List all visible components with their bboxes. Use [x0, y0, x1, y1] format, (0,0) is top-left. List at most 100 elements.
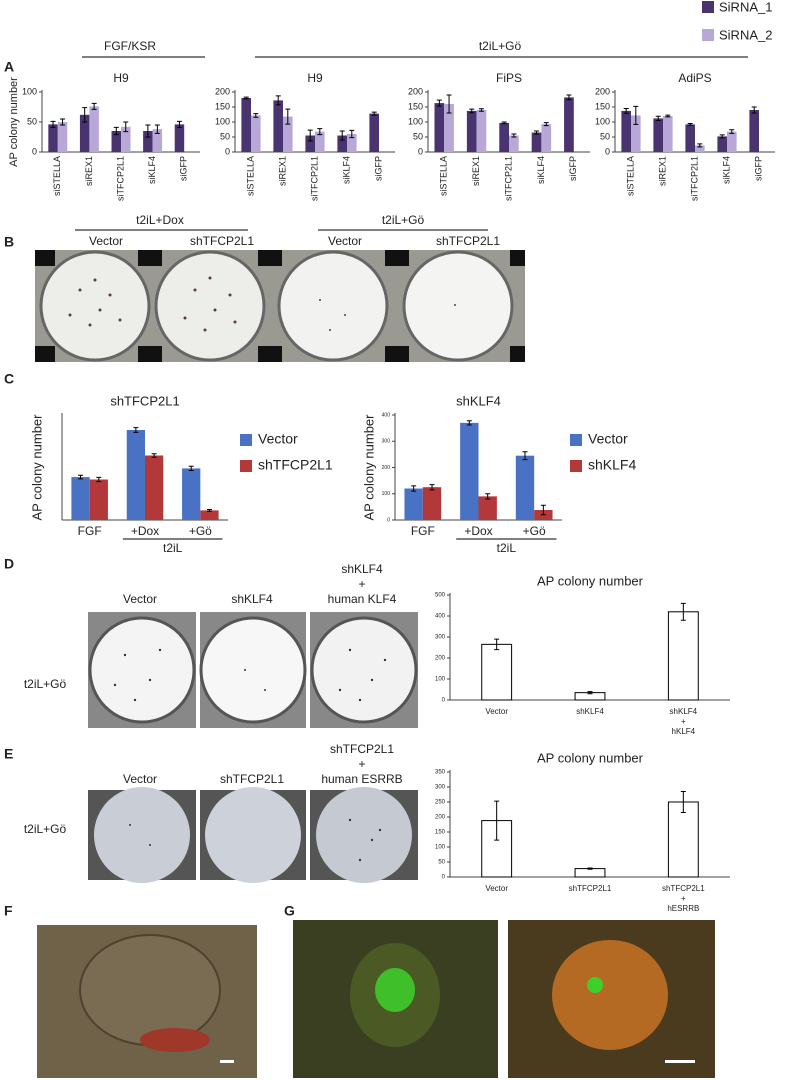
error-bar — [154, 124, 160, 134]
error-bar — [522, 451, 528, 461]
bar — [499, 122, 509, 152]
x-tick-label: +Dox — [464, 524, 492, 538]
bar — [174, 124, 185, 152]
panel-label: F — [4, 903, 13, 919]
legend-label: shTFCP2L1 — [258, 457, 333, 473]
error-bar — [349, 129, 355, 139]
x-tick-label: siREX1 — [84, 156, 94, 186]
x-tick-label: +Dox — [131, 524, 159, 538]
bar — [515, 455, 535, 520]
bar — [631, 115, 641, 152]
error-bar — [680, 791, 686, 813]
error-bar — [446, 94, 452, 114]
bar — [143, 131, 153, 152]
error-bar — [494, 638, 500, 651]
y-tick-label: 100 — [435, 677, 446, 683]
x-tick-label: siSTELLA — [625, 156, 635, 196]
bar — [663, 116, 673, 152]
y-tick-label: 0 — [605, 146, 610, 156]
x-tick-label: siKLF4 — [536, 156, 546, 184]
y-axis-label: AP colony number — [29, 414, 44, 521]
bar — [422, 487, 442, 520]
error-bar — [50, 120, 56, 128]
y-tick-label: 150 — [408, 101, 423, 111]
bar — [667, 801, 699, 878]
bar — [444, 104, 454, 152]
y-tick-label: 150 — [595, 101, 610, 111]
column-label: Vector — [123, 592, 157, 606]
x-tick-label: siGFP — [179, 156, 189, 181]
y-axis-label: AP colony number — [8, 77, 20, 167]
legend-swatch — [240, 434, 252, 446]
bar — [685, 124, 695, 152]
column-label: Vector — [123, 772, 157, 786]
y-tick-label: 200 — [595, 86, 610, 96]
condition-label: t2iL+Dox — [136, 213, 184, 227]
error-bar — [275, 95, 281, 106]
condition-label: FGF/KSR — [104, 39, 156, 53]
condition-label: t2iL+Gö — [479, 39, 522, 53]
error-bar — [466, 420, 472, 426]
group-label: t2iL — [497, 541, 517, 555]
bar — [727, 131, 737, 152]
bar — [466, 110, 477, 152]
error-bar — [176, 120, 182, 128]
column-label: shKLF4 — [231, 592, 273, 606]
bar — [315, 131, 325, 152]
error-bar — [511, 133, 517, 138]
error-bar — [534, 130, 540, 135]
error-bar — [371, 111, 377, 116]
y-tick-label: 50 — [600, 131, 610, 141]
legend-swatch — [702, 1, 714, 13]
x-tick-label: siREX1 — [277, 156, 287, 186]
x-tick-label: FGF — [78, 524, 102, 538]
error-bar — [566, 94, 572, 101]
bar — [305, 135, 315, 152]
error-bar — [339, 130, 345, 141]
y-tick-label: 200 — [382, 465, 391, 471]
error-bar — [151, 453, 157, 458]
error-bar — [243, 96, 249, 100]
error-bar — [469, 108, 475, 114]
error-bar — [687, 123, 693, 126]
error-bar — [113, 126, 119, 136]
chart-title: shTFCP2L1 — [110, 393, 179, 408]
x-tick-label: siSTELLA — [52, 156, 62, 196]
error-bar — [307, 129, 313, 142]
y-tick-label: 500 — [435, 593, 446, 599]
error-bar — [82, 107, 88, 123]
x-tick-label: +Gö — [523, 524, 546, 538]
bar — [121, 126, 131, 152]
x-tick-label: siTFCP2L1 — [689, 156, 699, 201]
bar — [111, 131, 121, 152]
column-label: shTFCP2L1 — [190, 234, 254, 248]
bar — [200, 510, 219, 520]
bar — [89, 479, 108, 520]
bar — [541, 124, 552, 152]
bar — [621, 110, 631, 152]
bar — [347, 134, 357, 152]
error-bar — [623, 108, 629, 114]
plate-photos — [88, 787, 418, 883]
column-label: Vector — [89, 234, 123, 248]
error-bar — [429, 484, 435, 491]
chart-title: H9 — [113, 71, 129, 85]
y-tick-label: 400 — [435, 614, 446, 620]
column-label: Vector — [328, 234, 362, 248]
error-bar — [751, 106, 757, 114]
x-tick-label: siGFP — [373, 156, 383, 181]
y-tick-label: 0 — [32, 146, 37, 156]
y-tick-label: 300 — [435, 635, 446, 641]
row-label: t2iL+Gö — [24, 822, 67, 836]
error-bar — [494, 800, 500, 841]
x-tick-label: FGF — [411, 524, 435, 538]
bar — [369, 113, 379, 152]
y-tick-label: 400 — [382, 412, 391, 418]
y-tick-label: 200 — [215, 86, 230, 96]
panel-label: C — [4, 371, 14, 387]
bar — [283, 116, 293, 152]
error-bar — [78, 474, 84, 480]
error-bar — [540, 504, 546, 516]
error-bar — [655, 115, 661, 121]
